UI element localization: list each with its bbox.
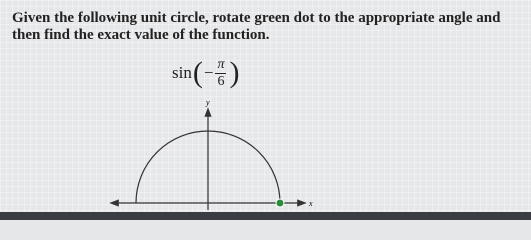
fraction: π 6 (215, 56, 227, 90)
function-name: sin (172, 63, 192, 82)
background (0, 0, 531, 220)
prompt: Given the following unit circle, rotate … (12, 10, 501, 43)
paren: ( (192, 56, 203, 89)
numerator: π (215, 56, 227, 74)
x-axis-label: x (308, 199, 313, 208)
unit-circle: y x (109, 98, 313, 210)
paren: ) (229, 56, 240, 89)
denominator: 6 (217, 73, 225, 89)
screen: Given the following unit circle, rotate … (0, 0, 531, 220)
expression: sin ( − π 6 ) (172, 56, 240, 90)
green-dot[interactable] (275, 198, 285, 208)
y-axis-label: y (205, 98, 210, 107)
taskbar (0, 212, 531, 220)
sign: − (203, 63, 214, 82)
